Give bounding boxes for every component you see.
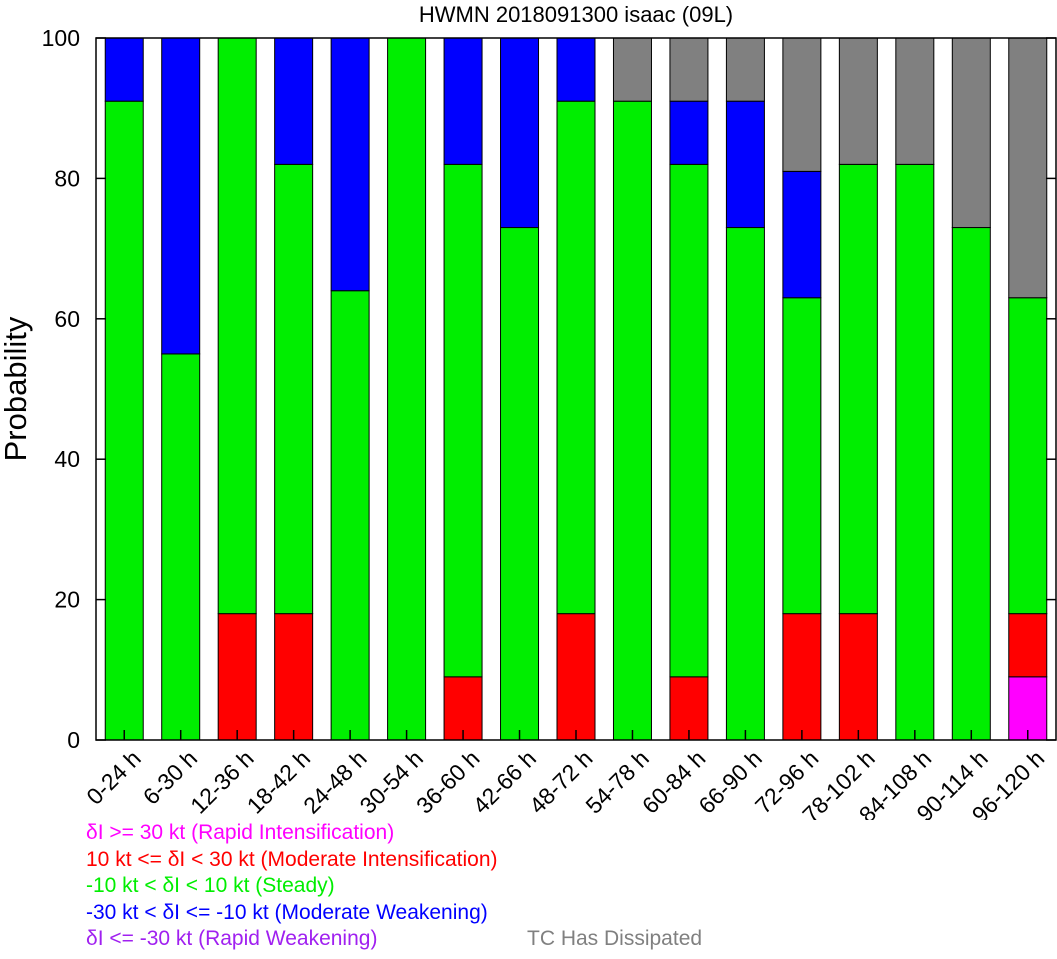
bar-dissipated-66-90h xyxy=(725,37,765,102)
y-tick-label: 80 xyxy=(54,165,80,191)
bar-steady-6-30h xyxy=(161,353,201,741)
bar-dissipated-54-78h xyxy=(612,37,652,102)
bar-steady-24-48h xyxy=(330,290,370,741)
bar-mi-18-42h xyxy=(274,613,314,741)
bar-steady-0-24h xyxy=(104,100,144,741)
y-tick-label: 40 xyxy=(54,446,80,472)
bar-steady-96-120h xyxy=(1008,297,1048,615)
y-axis: 0 20 40 60 80 100 xyxy=(42,25,1056,753)
y-tick-label: 60 xyxy=(54,306,80,332)
bar-steady-18-42h xyxy=(274,163,314,615)
bar-steady-12-36h xyxy=(217,37,257,615)
y-tick-label: 0 xyxy=(67,727,80,753)
bar-dissipated-78-102h xyxy=(838,37,878,165)
x-axis: 0-24 h6-30 h12-36 h18-42 h24-48 h30-54 h… xyxy=(81,730,1049,820)
bar-dissipated-90-114h xyxy=(951,37,991,229)
bar-mw-48-72h xyxy=(556,37,596,102)
y-tick-label: 20 xyxy=(54,587,80,613)
bar-steady-78-102h xyxy=(838,163,878,615)
bar-mi-48-72h xyxy=(556,613,596,741)
legend-entry: 10 kt <= δI < 30 kt (Moderate Intensific… xyxy=(86,847,498,871)
bar-mw-60-84h xyxy=(669,100,709,165)
bar-mw-24-48h xyxy=(330,37,370,292)
legend-entry: δI <= -30 kt (Rapid Weakening) xyxy=(86,927,378,950)
bar-dissipated-96-120h xyxy=(1008,37,1048,299)
bar-steady-30-54h xyxy=(387,37,427,741)
bar-mi-78-102h xyxy=(838,613,878,741)
y-axis-label: Probability xyxy=(0,316,33,461)
bar-steady-60-84h xyxy=(669,163,709,678)
legend-entry: -30 kt < δI <= -10 kt (Moderate Weakenin… xyxy=(86,900,488,924)
bar-steady-84-108h xyxy=(895,163,935,741)
bar-mw-72-96h xyxy=(782,170,822,299)
bar-steady-48-72h xyxy=(556,100,596,615)
bar-dissipated-60-84h xyxy=(669,37,709,102)
bar-mi-96-120h xyxy=(1008,613,1048,678)
bars-group xyxy=(104,37,1048,741)
bar-steady-36-60h xyxy=(443,163,483,678)
bar-mw-6-30h xyxy=(161,37,201,355)
legend-entry-dissipated: TC Has Dissipated xyxy=(527,927,703,950)
bar-dissipated-72-96h xyxy=(782,37,822,172)
bar-mw-36-60h xyxy=(443,37,483,165)
bar-mi-12-36h xyxy=(217,613,257,741)
bar-steady-72-96h xyxy=(782,297,822,615)
bar-steady-90-114h xyxy=(951,227,991,741)
bar-mw-42-66h xyxy=(500,37,540,229)
bar-steady-42-66h xyxy=(500,227,540,741)
bar-mw-66-90h xyxy=(725,100,765,229)
bar-steady-66-90h xyxy=(725,227,765,741)
bar-mi-72-96h xyxy=(782,613,822,741)
bar-mw-18-42h xyxy=(274,37,314,165)
legend-entry: δI >= 30 kt (Rapid Intensification) xyxy=(86,821,395,844)
bar-mi-36-60h xyxy=(443,676,483,741)
bar-mw-0-24h xyxy=(104,37,144,102)
stacked-bar-chart: HWMN 2018091300 isaac (09L) 0 20 40 60 80 100… xyxy=(0,2,1057,820)
x-tick-label: 0-24 h xyxy=(81,745,146,810)
y-tick-label: 100 xyxy=(42,25,80,51)
bar-mi-60-84h xyxy=(669,676,709,741)
legend-entry: -10 kt < δI < 10 kt (Steady) xyxy=(86,874,335,897)
chart-title: HWMN 2018091300 isaac (09L) xyxy=(419,2,733,27)
bar-dissipated-84-108h xyxy=(895,37,935,165)
bar-steady-54-78h xyxy=(612,100,652,741)
